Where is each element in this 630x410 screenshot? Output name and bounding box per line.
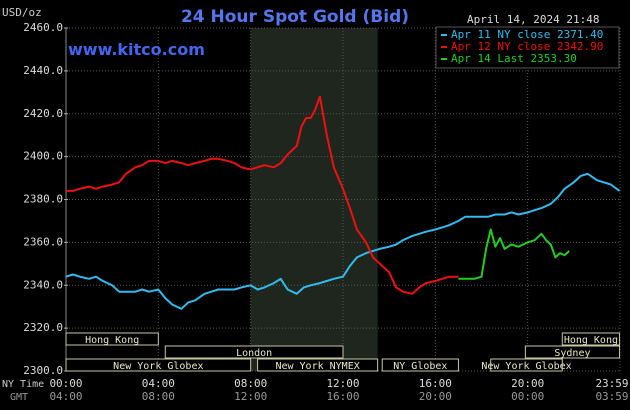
series-layer: [65, 95, 621, 310]
session-label: Hong Kong: [564, 335, 618, 346]
session-bar: [490, 358, 563, 372]
nymex-shading: [250, 28, 378, 371]
x-tick-gmt: 00:00: [511, 390, 544, 403]
timestamp: April 14, 2024 21:48: [467, 13, 599, 26]
legend-entry: Apr 11 NY close 2371.40: [451, 28, 603, 41]
session-label: New York Globex: [481, 361, 571, 372]
session-bar: [257, 358, 379, 372]
x-tick-ny: 20:00: [511, 377, 544, 390]
y-tick-label: 2360.0: [23, 235, 63, 248]
session-label: London: [236, 348, 272, 359]
series-line-3: [458, 228, 570, 280]
x-tick-gmt: 03:59: [595, 390, 628, 403]
session-bar: [65, 358, 252, 372]
session-label: NY Globex: [393, 361, 447, 372]
session-bar: [164, 345, 344, 359]
x-tick-ny: 00:00: [49, 377, 82, 390]
session-bar: [65, 332, 159, 346]
gmt-label: GMT: [10, 392, 28, 403]
x-tick-ny: 16:00: [419, 377, 452, 390]
series-line-2: [66, 95, 459, 295]
x-tick-ny: 04:00: [142, 377, 175, 390]
y-tick-label: 2380.0: [23, 193, 63, 206]
y-tick-label: 2440.0: [23, 64, 63, 77]
ny-time-label: NY Time: [2, 379, 44, 390]
session-label: New York Globex: [113, 361, 203, 372]
x-tick-ny: 12:00: [326, 377, 359, 390]
session-bar: [524, 345, 621, 359]
y-ticks: 2460.0 2440.0 2420.0 2400.0 2380.0 2360.0 2340…: [23, 21, 68, 377]
y-tick-label: 2340.0: [23, 278, 63, 291]
y-tick-label: 2460.0: [23, 21, 63, 34]
series-line-1: [65, 172, 621, 310]
x-tick-ny: 08:00: [234, 377, 267, 390]
legend-entry: Apr 12 NY close 2342.90: [451, 40, 603, 53]
watermark: www.kitco.com: [68, 40, 205, 59]
x-tick-gmt: 16:00: [326, 390, 359, 403]
session-bar: [561, 332, 621, 346]
session-label: Sydney: [554, 348, 590, 359]
x-tick-gmt: 12:00: [234, 390, 267, 403]
x-tick-gmt: 20:00: [419, 390, 452, 403]
x-ticks: 00:0004:0004:0008:0008:0012:0012:0016:00…: [49, 377, 628, 403]
chart-title: 24 Hour Spot Gold (Bid): [181, 7, 409, 27]
y-tick-label: 2300.0: [23, 364, 63, 377]
x-tick-gmt: 08:00: [142, 390, 175, 403]
y-tick-label: 2420.0: [23, 107, 63, 120]
y-tick-label: 2400.0: [23, 150, 63, 163]
session-bar: [381, 358, 459, 372]
session-label: New York NYMEX: [275, 361, 359, 372]
y-tick-label: 2320.0: [23, 321, 63, 334]
x-tick-ny: 23:59: [595, 377, 628, 390]
session-label: Hong Kong: [85, 335, 139, 346]
y-unit-label: USD/oz: [2, 6, 42, 19]
legend-box: [435, 26, 620, 69]
session-bars: Hong Kong Hong Kong London Sydney New York G…: [65, 332, 621, 372]
x-tick-gmt: 04:00: [49, 390, 82, 403]
legend-entry: Apr 14 Last 2353.30: [451, 52, 577, 65]
